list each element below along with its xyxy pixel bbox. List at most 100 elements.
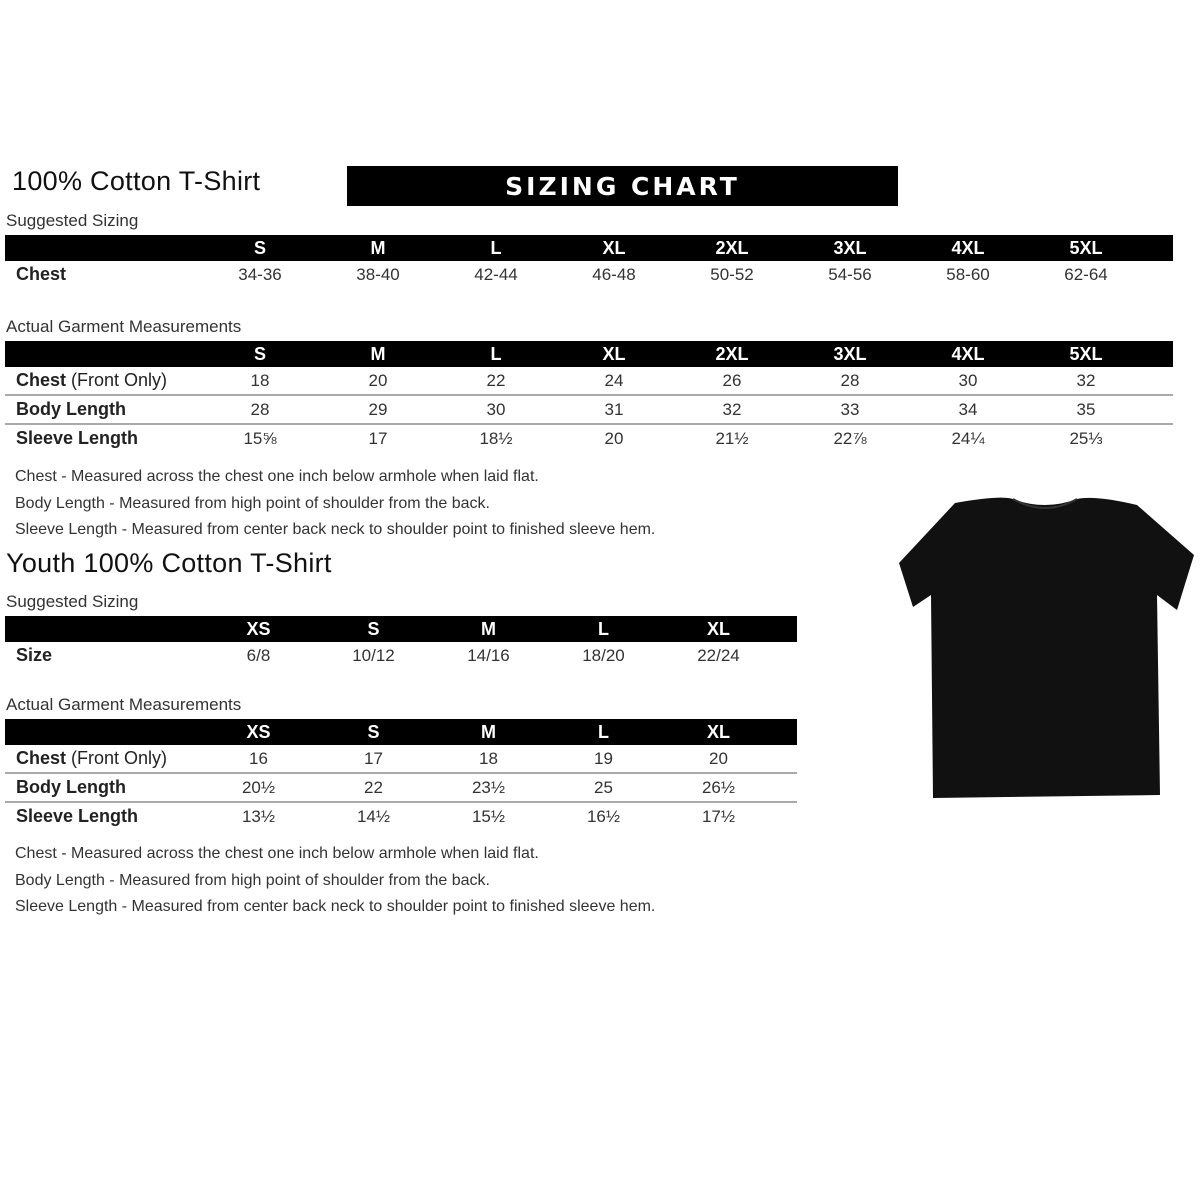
size-header-xs: XS [246,721,271,742]
youth-notes: Chest - Measured across the chest one in… [15,841,655,921]
note-sleeve-length: Sleeve Length - Measured from center bac… [15,521,656,538]
row-label: Chest (Front Only) [5,370,201,391]
row-label-text: Chest [16,264,67,284]
table-cell: 42-44 [474,264,518,284]
adult-suggested-label: Suggested Sizing [6,211,139,230]
note-sleeve-length: Sleeve Length - Measured from center bac… [15,898,656,915]
adult-suggested-table: S M L XL 2XL 3XL 4XL 5XL Chest 34-36 38-40 42-44 46-… [5,235,1173,288]
table-cell: 14½ [356,806,391,826]
size-header-2xl: 2XL [715,237,749,258]
table-row: Size 6/8 10/12 14/16 18/20 22/24 [5,642,797,669]
note-chest: Chest - Measured across the chest one in… [15,845,539,862]
table-cell: 26 [722,370,742,390]
table-cell: 34-36 [238,264,282,284]
size-header-l: L [598,721,609,742]
row-label: Chest (Front Only) [5,748,201,769]
size-header-row: XS S M L XL [5,616,797,642]
size-header-xl: XL [706,618,730,639]
table-cell: 22/24 [697,645,740,665]
row-label-note: (Front Only) [66,748,168,768]
row-label-text: Chest [16,748,67,768]
table-cell: 62-64 [1064,264,1108,284]
table-row: Sleeve Length 13½ 14½ 15½ 16½ 17½ [5,803,797,830]
table-cell: 18 [479,748,498,768]
size-header-l: L [490,237,502,258]
table-cell: 26½ [701,777,736,797]
table-row: Chest 34-36 38-40 42-44 46-48 50-52 54-56 58-60… [5,261,1173,288]
row-label-text: Sleeve Length [16,428,139,448]
youth-suggested-label: Suggested Sizing [6,592,139,611]
table-cell: 38-40 [356,264,400,284]
table-cell: 17½ [701,806,736,826]
row-label-text: Body Length [16,777,126,797]
table-cell: 30 [486,399,506,419]
size-header-s: S [367,721,380,742]
size-header-l: L [598,618,609,639]
table-cell: 23½ [471,777,506,797]
size-header-5xl: 5XL [1069,237,1103,258]
row-label-text: Size [16,645,53,665]
table-cell: 20½ [241,777,276,797]
table-cell: 14/16 [467,645,510,665]
row-label-note: (Front Only) [66,370,168,390]
table-cell: 18½ [479,428,513,448]
table-cell: 46-48 [592,264,636,284]
size-header-s: S [253,237,266,258]
table-cell: 17 [368,428,388,448]
table-cell: 50-52 [710,264,754,284]
table-cell: 15⅝ [243,428,277,448]
table-cell: 25 [594,777,613,797]
table-cell: 35 [1076,399,1096,419]
youth-title: Youth 100% Cotton T-Shirt [6,548,332,578]
table-cell: 20 [604,428,624,448]
table-cell: 33 [840,399,860,419]
row-label: Sleeve Length [5,806,201,827]
size-header-4xl: 4XL [951,237,985,258]
size-header-m: M [481,618,496,639]
table-row: Chest (Front Only) 16 17 18 19 20 [5,745,797,774]
table-cell: 16½ [586,806,621,826]
size-header-row: S M L XL 2XL 3XL 4XL 5XL [5,235,1173,261]
table-cell: 22 [364,777,383,797]
table-cell: 24¼ [951,428,985,448]
adult-actual-label: Actual Garment Measurements [6,317,242,336]
tshirt-collar [1012,498,1078,509]
size-header-m: M [481,721,496,742]
table-cell: 18/20 [582,645,625,665]
tshirt-shape [899,497,1194,798]
size-header-s: S [367,618,380,639]
table-cell: 31 [604,399,624,419]
size-header-xl: XL [602,237,626,258]
row-label: Sleeve Length [5,428,201,449]
note-body-length: Body Length - Measured from high point o… [15,871,490,889]
row-label: Size [5,645,201,666]
size-header-4xl: 4XL [951,343,985,364]
adult-notes: Chest - Measured across the chest one in… [15,464,655,544]
size-header-row: S M L XL 2XL 3XL 4XL 5XL [5,341,1173,367]
row-label: Chest [5,264,201,285]
table-cell: 15½ [471,806,506,826]
table-cell: 32 [1076,370,1096,390]
table-cell: 25⅓ [1069,428,1103,448]
size-header-3xl: 3XL [833,343,867,364]
table-cell: 21½ [715,428,749,448]
size-header-s: S [253,343,266,364]
row-label-text: Sleeve Length [16,806,139,826]
row-label-text: Body Length [16,399,126,419]
table-cell: 58-60 [946,264,990,284]
table-cell: 22⅞ [833,428,867,448]
size-header-m: M [370,237,386,258]
table-cell: 20 [368,370,388,390]
table-cell: 10/12 [352,645,395,665]
row-label: Body Length [5,777,201,798]
size-header-m: M [370,343,386,364]
adult-title: 100% Cotton T-Shirt [12,166,261,196]
table-cell: 28 [840,370,860,390]
table-cell: 22 [486,370,506,390]
youth-actual-label: Actual Garment Measurements [6,695,242,714]
size-header-xl: XL [706,721,730,742]
table-row: Body Length 28 29 30 31 32 33 34 35 [5,396,1173,425]
table-cell: 20 [709,748,728,768]
table-row: Body Length 20½ 22 23½ 25 26½ [5,774,797,803]
